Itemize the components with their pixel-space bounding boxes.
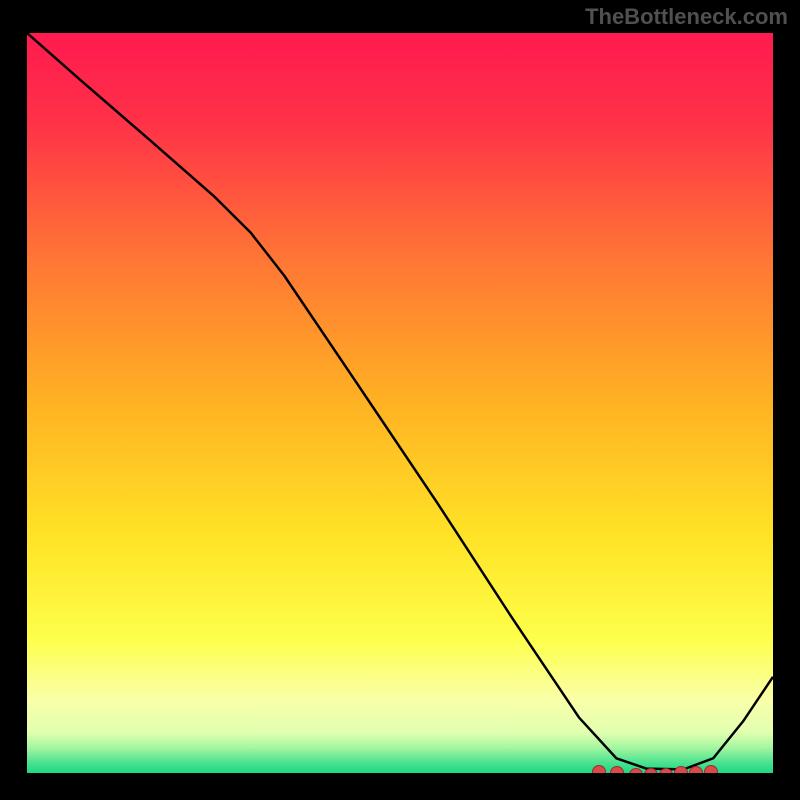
- chart-marker: [610, 766, 624, 776]
- chart-plot-area: [24, 30, 776, 776]
- chart-marker: [629, 768, 643, 776]
- chart-marker: [644, 768, 658, 776]
- chart-marker: [659, 768, 673, 776]
- chart-marker: [704, 765, 718, 776]
- chart-line-layer: [27, 33, 773, 773]
- chart-marker: [592, 765, 606, 776]
- chart-line: [27, 33, 773, 769]
- chart-marker: [689, 766, 703, 776]
- chart-marker: [674, 766, 688, 776]
- watermark-text: TheBottleneck.com: [585, 4, 788, 30]
